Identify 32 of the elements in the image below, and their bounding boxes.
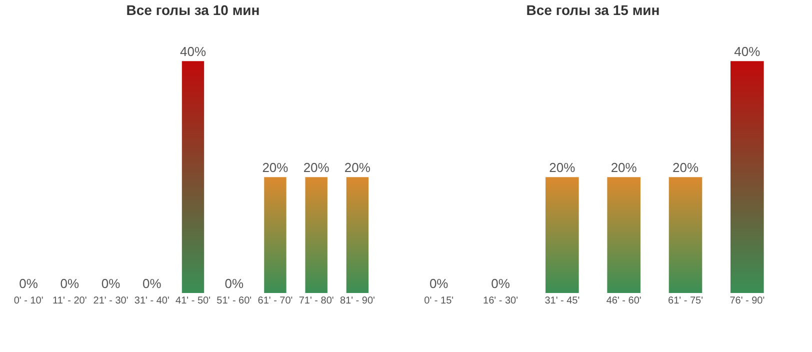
chart-title: Все голы за 10 мин [126,2,260,18]
x-tick-label: 0' - 10' [14,296,44,306]
data-label: 0% [224,276,244,291]
x-tick-label: 31' - 45' [544,296,580,306]
data-label: 20% [672,160,699,176]
data-label: 0% [142,276,162,291]
data-label: 20% [610,160,638,176]
x-tick-label: 71' - 80' [298,296,334,306]
x-tick-label: 31' - 40' [134,296,170,306]
data-label: 0% [429,276,449,291]
x-tick-label: 21' - 30' [93,296,128,306]
chart-title: Все голы за 15 мин [526,2,660,18]
x-tick-label: 81' - 90' [340,296,376,306]
data-label: 20% [262,160,289,176]
data-label: 40% [180,44,206,60]
x-tick-label: 76' - 90' [730,296,765,306]
data-label: 40% [734,44,761,60]
data-label: 20% [303,160,330,176]
x-tick-label: 61' - 70' [258,296,293,306]
data-label: 0% [491,276,510,291]
x-tick-label: 61' - 75' [668,296,704,306]
data-label: 20% [344,160,371,176]
x-tick-label: 16' - 30' [483,296,518,306]
x-tick-label: 11' - 20' [52,296,87,306]
data-label: 0% [60,276,80,291]
data-label: 0% [101,276,121,291]
x-tick-label: 41' - 50' [176,296,211,306]
x-tick-label: 0' - 15' [424,296,454,306]
x-tick-label: 46' - 60' [606,296,642,306]
data-label: 0% [19,276,38,291]
data-label: 20% [549,160,576,176]
x-tick-label: 51' - 60' [216,296,252,306]
